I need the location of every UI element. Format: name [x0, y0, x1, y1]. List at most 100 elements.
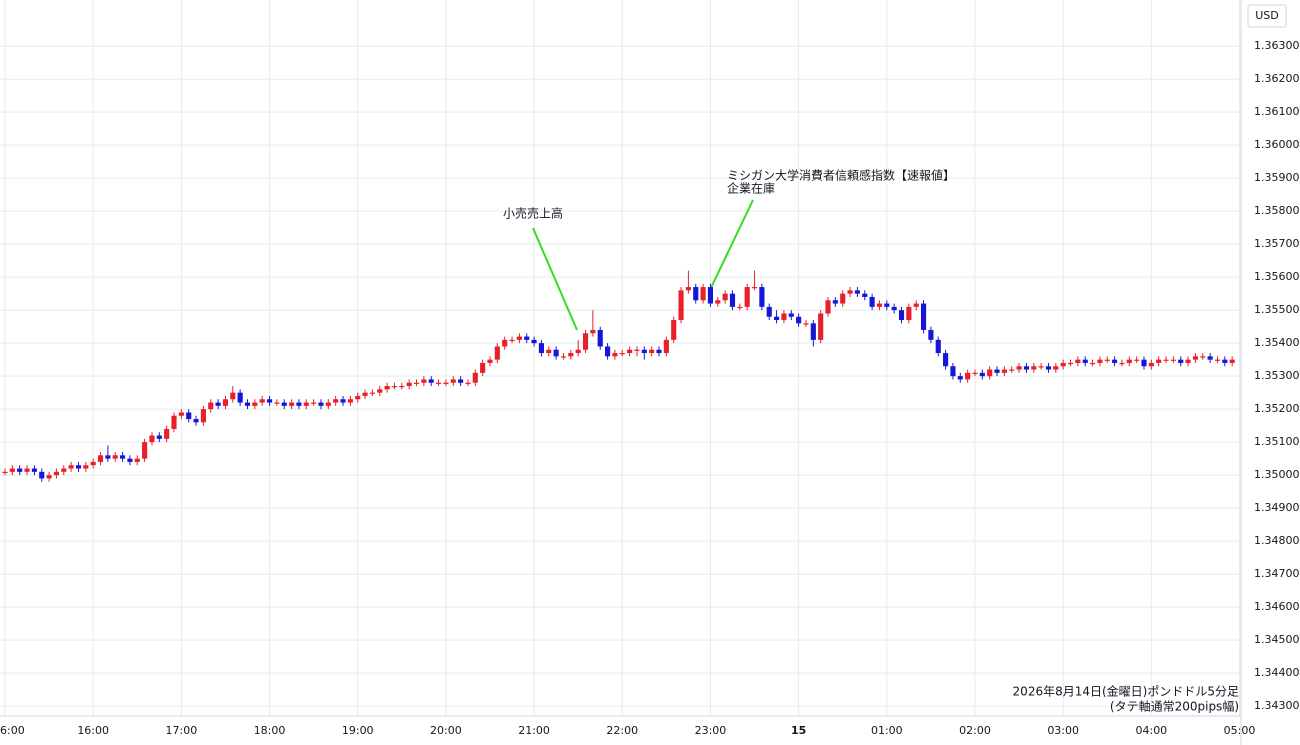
candle-body: [876, 303, 883, 307]
candle-body: [759, 287, 765, 307]
candle-body: [531, 339, 537, 344]
x-tick-label: 22:00: [606, 724, 638, 737]
candle-body: [582, 333, 589, 350]
candle-body: [516, 336, 522, 340]
candle-body: [303, 402, 309, 406]
x-tick-label: 01:00: [871, 724, 903, 737]
candle-body: [788, 313, 794, 317]
candle-body: [994, 369, 1000, 373]
candle-body: [480, 362, 486, 373]
candle-body: [619, 353, 625, 355]
candle-body: [296, 402, 302, 406]
candle-body: [2, 471, 8, 474]
candle-body: [1170, 359, 1176, 361]
candle-body: [274, 402, 280, 404]
candle-body: [428, 379, 434, 383]
y-tick-label: 1.35000: [1254, 468, 1300, 481]
candle-body: [744, 287, 750, 307]
y-tick-label: 1.35600: [1254, 270, 1300, 283]
y-tick-label: 1.36300: [1254, 39, 1300, 52]
candle-body: [53, 471, 60, 476]
candle-body: [1097, 359, 1103, 363]
annotation-line: [532, 227, 578, 331]
candle-body: [1222, 359, 1228, 363]
candle-body: [237, 392, 243, 403]
candle-body: [663, 339, 669, 354]
candle-body: [729, 293, 736, 307]
candle-body: [413, 382, 420, 384]
candle-body: [472, 372, 478, 383]
candle-body: [487, 359, 493, 363]
candle-body: [142, 442, 148, 459]
candle-body: [450, 379, 456, 383]
candle-body: [31, 468, 37, 472]
footnote: (タテ軸通常200pips幅): [1110, 699, 1239, 714]
candle-body: [502, 339, 508, 347]
candle-body: [9, 468, 15, 472]
candle-body: [1023, 366, 1029, 370]
candle-body: [1126, 359, 1132, 363]
y-tick-label: 1.35100: [1254, 435, 1300, 448]
candle-body: [377, 389, 383, 393]
candle-body: [1031, 366, 1037, 370]
candle-body: [75, 465, 82, 469]
candle-body: [707, 287, 714, 304]
x-tick-label: 21:00: [518, 724, 550, 737]
candle-body: [68, 465, 74, 469]
candle-body: [399, 386, 405, 388]
candle-body: [1148, 362, 1154, 367]
candle-body: [333, 399, 339, 403]
y-tick-label: 1.36100: [1254, 105, 1300, 118]
candle-body: [90, 461, 96, 466]
annotation: 小売売上高: [503, 206, 563, 221]
candle-body: [369, 392, 375, 394]
y-tick-label: 1.35700: [1254, 237, 1300, 250]
y-tick-label: 1.35900: [1254, 171, 1300, 184]
candle-body: [920, 303, 927, 330]
candle-body: [957, 376, 963, 380]
candle-body: [1141, 359, 1147, 367]
candle-body: [928, 329, 934, 340]
candle-body: [171, 415, 177, 429]
candle-body: [553, 349, 559, 357]
y-tick-label: 1.34900: [1254, 501, 1300, 514]
candle-body: [634, 349, 640, 351]
y-tick-label: 1.34500: [1254, 633, 1300, 646]
candle-body: [796, 316, 802, 324]
candle-body: [200, 409, 206, 423]
candle-body: [391, 386, 398, 388]
y-tick-label: 1.34800: [1254, 534, 1300, 547]
candle-body: [112, 455, 118, 459]
y-tick-label: 1.35400: [1254, 336, 1300, 349]
candle-body: [186, 412, 192, 420]
candle-body: [1178, 359, 1184, 363]
candle-body: [965, 372, 971, 380]
x-tick-label: 05:00: [1224, 724, 1256, 737]
footnote: 2026年8月14日(金曜日)ポンドドル5分足: [1013, 684, 1239, 699]
candle-body: [766, 306, 772, 317]
candle-body: [810, 323, 816, 340]
candle-body: [862, 293, 868, 297]
x-tick-label: 03:00: [1047, 724, 1079, 737]
candle-body: [604, 346, 611, 357]
candle-body: [46, 475, 52, 479]
candle-body: [627, 349, 633, 354]
y-tick-label: 1.35500: [1254, 303, 1300, 316]
candle-body: [987, 369, 993, 377]
candle-body: [97, 455, 104, 462]
y-tick-label: 1.34700: [1254, 567, 1300, 580]
candle-body: [83, 465, 89, 469]
candle-body: [1082, 359, 1088, 363]
annotation: ミシガン大学消費者信頼感指数【速報値】: [727, 168, 955, 183]
candle-body: [325, 402, 331, 406]
candle-body: [355, 395, 361, 400]
candle-body: [215, 402, 221, 406]
x-tick-label: 18:00: [254, 724, 286, 737]
candle-body: [737, 306, 743, 309]
candle-body: [311, 402, 317, 404]
x-tick-label: 15: [791, 724, 806, 737]
candle-body: [1060, 362, 1066, 367]
candle-body: [421, 379, 427, 383]
x-tick-label: 16:00: [77, 724, 109, 737]
